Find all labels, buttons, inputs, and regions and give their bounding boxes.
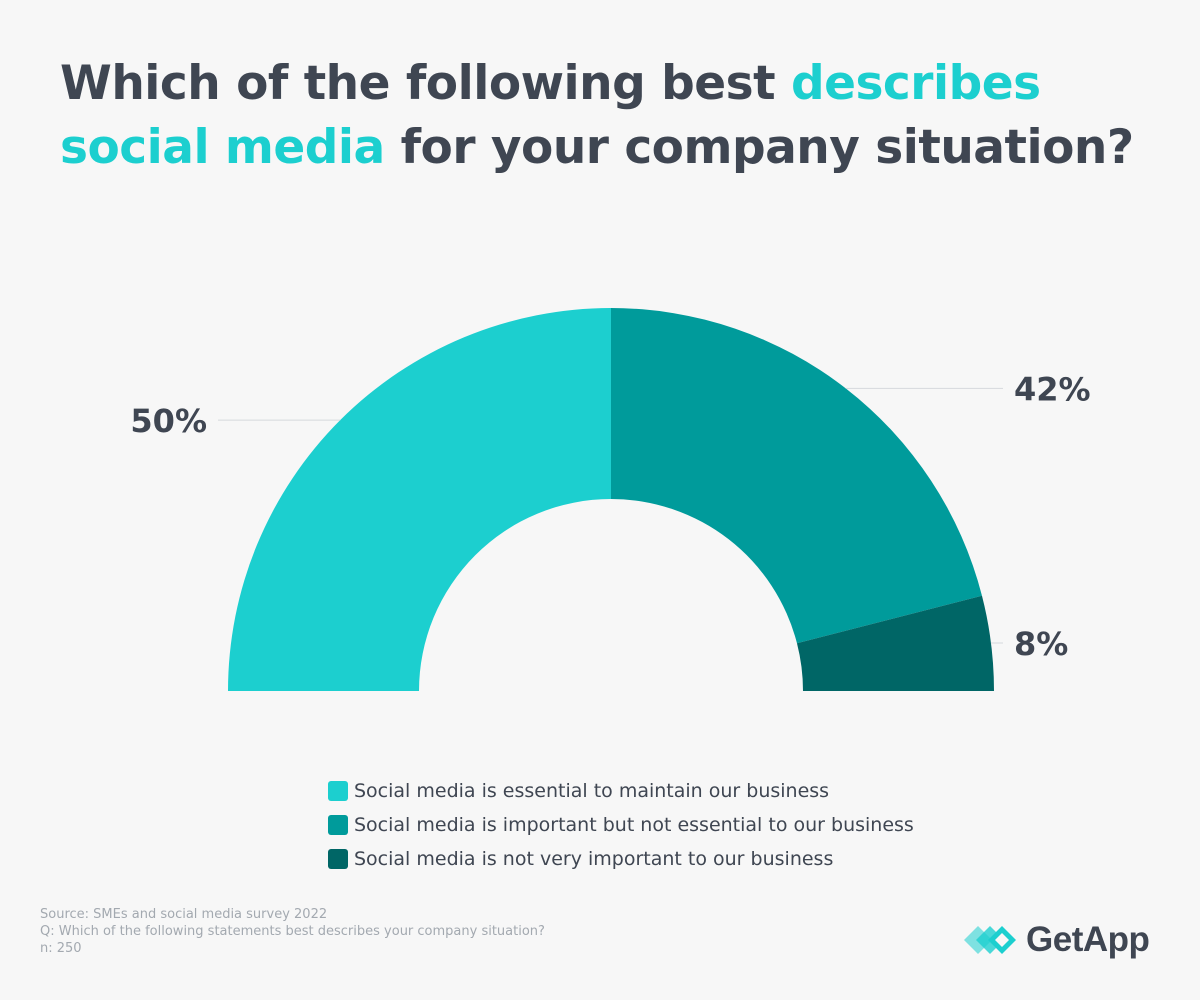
legend-item-not-important: Social media is not very important to ou… bbox=[328, 842, 914, 876]
source-line: Source: SMEs and social media survey 202… bbox=[40, 907, 328, 922]
sample-size-line: n: 250 bbox=[40, 941, 82, 956]
chart-title: Which of the following best describes so… bbox=[60, 52, 1160, 180]
legend-label: Social media is important but not essent… bbox=[354, 814, 914, 836]
title-part-1: Which of the following best bbox=[60, 56, 791, 111]
source-notes: Source: SMEs and social media survey 202… bbox=[40, 906, 545, 957]
chart-slices bbox=[228, 308, 994, 691]
getapp-logo: GetApp bbox=[962, 918, 1150, 962]
data-label-not-important: 8% bbox=[1014, 625, 1068, 663]
chart-leader-lines bbox=[218, 387, 1003, 644]
chart-legend: Social media is essential to maintain ou… bbox=[328, 774, 914, 876]
question-line: Q: Which of the following statements bes… bbox=[40, 924, 545, 939]
legend-item-important: Social media is important but not essent… bbox=[328, 808, 914, 842]
legend-label: Social media is not very important to ou… bbox=[354, 848, 834, 870]
legend-swatch bbox=[328, 815, 348, 835]
title-part-2: for your company situation? bbox=[384, 120, 1134, 175]
data-label-important: 42% bbox=[1014, 370, 1091, 408]
slice-important bbox=[611, 308, 982, 644]
legend-swatch bbox=[328, 849, 348, 869]
legend-label: Social media is essential to maintain ou… bbox=[354, 780, 830, 802]
data-label-essential: 50% bbox=[130, 402, 207, 440]
getapp-chevrons-icon bbox=[964, 926, 1016, 954]
slice-not-important bbox=[796, 595, 994, 691]
title-highlight: describes social media bbox=[60, 56, 1041, 175]
chart-data-labels: 50% 42% 8% bbox=[130, 370, 1090, 663]
legend-swatch bbox=[328, 781, 348, 801]
semi-donut-chart: 50% 42% 8% bbox=[130, 308, 1091, 691]
slice-essential bbox=[228, 308, 611, 691]
logo-text: GetApp bbox=[1026, 920, 1150, 959]
legend-item-essential: Social media is essential to maintain ou… bbox=[328, 774, 914, 808]
